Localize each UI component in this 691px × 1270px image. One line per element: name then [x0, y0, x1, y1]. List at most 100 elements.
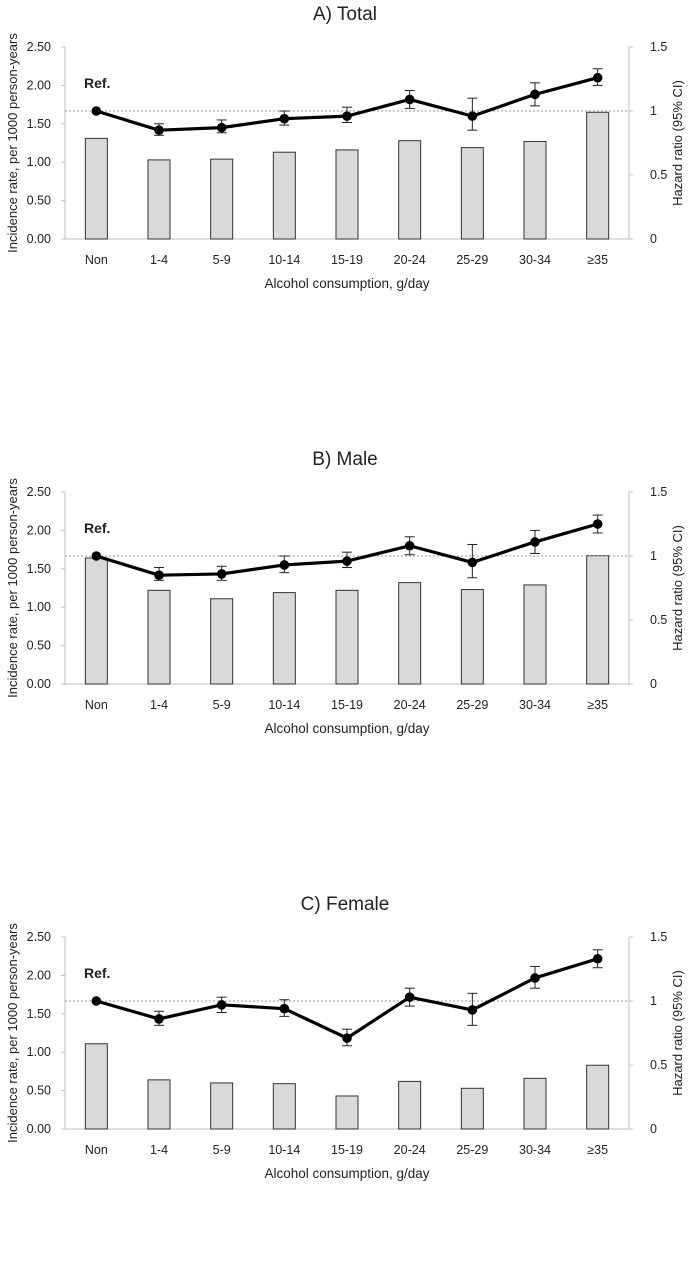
- hr-point-20-24: [404, 94, 415, 105]
- hr-point-10-14: [279, 113, 290, 124]
- hazard-ratio-line: [95, 957, 599, 1040]
- hr-point-≥35: [592, 519, 603, 529]
- hr-point-Non: [91, 551, 102, 561]
- bar-Non: [84, 137, 108, 240]
- bar-Non: [84, 557, 108, 685]
- bar-20-24: [398, 582, 422, 685]
- x-tick-label: 15-19: [331, 253, 363, 267]
- hr-point-≥35: [592, 72, 603, 83]
- y2-tick-label: 1.5: [650, 40, 667, 54]
- x-tick-label: 30-34: [519, 1143, 551, 1157]
- hr-point-30-34: [530, 537, 540, 547]
- hr-point-10-14: [279, 560, 290, 570]
- x-tick-label: ≥35: [587, 253, 608, 267]
- y-tick-label: 2.00: [27, 523, 51, 537]
- bar-15-19: [335, 1095, 359, 1130]
- bar-30-34: [523, 140, 547, 240]
- x-tick-label: ≥35: [587, 698, 608, 712]
- y2-axis-label: Hazard ratio (95% CI): [670, 970, 685, 1096]
- bar-30-34: [523, 1077, 547, 1130]
- y2-tick-label: 1.5: [650, 930, 667, 944]
- x-tick-label: Non: [85, 1143, 108, 1157]
- x-tick-label: 20-24: [394, 698, 426, 712]
- hr-point-20-24: [404, 992, 415, 1002]
- bar-30-34: [523, 584, 547, 685]
- y-tick-label: 0.50: [27, 639, 51, 653]
- x-tick-label: 25-29: [456, 698, 488, 712]
- panel-male: B) Male Incidence rate, per 1000 person-…: [5, 449, 685, 736]
- bar-20-24: [398, 1080, 422, 1130]
- bar-Non: [84, 1043, 108, 1130]
- y2-tick-label: 0: [650, 1122, 657, 1136]
- bar-15-19: [335, 589, 359, 685]
- y2-axis-label: Hazard ratio (95% CI): [670, 80, 685, 206]
- bar-1-4: [147, 159, 171, 240]
- x-tick-label: ≥35: [587, 1143, 608, 1157]
- bar-5-9: [210, 598, 234, 685]
- hr-point-15-19: [342, 111, 352, 121]
- hr-point-25-29: [467, 557, 478, 568]
- y-tick-label: 2.00: [27, 78, 51, 92]
- bar-10-14: [272, 1083, 296, 1130]
- y-tick-label: 0.00: [27, 1122, 51, 1136]
- x-tick-label: 5-9: [213, 698, 231, 712]
- y-tick-label: 0.00: [27, 232, 51, 246]
- hr-point-15-19: [342, 556, 352, 566]
- y-tick-label: 1.50: [27, 562, 51, 576]
- y-tick-label: 2.00: [27, 968, 51, 982]
- chart-title: C) Female: [301, 894, 390, 915]
- hr-point-30-34: [530, 973, 540, 983]
- x-tick-label: 30-34: [519, 698, 551, 712]
- y-tick-label: 1.00: [27, 155, 51, 169]
- hr-point-5-9: [216, 1000, 227, 1010]
- x-tick-label: 25-29: [456, 1143, 488, 1157]
- chart-title: B) Male: [312, 449, 377, 470]
- y2-tick-label: 0.5: [650, 613, 667, 627]
- y2-tick-label: 1: [650, 994, 657, 1008]
- bar-1-4: [147, 1079, 171, 1130]
- hr-point-1-4: [154, 570, 164, 580]
- ref-label: Ref.: [84, 520, 110, 536]
- y-axis-label: Incidence rate, per 1000 person-years: [5, 478, 20, 698]
- hr-point-1-4: [154, 125, 164, 135]
- bar-≥35: [586, 555, 610, 685]
- x-tick-label: 5-9: [213, 253, 231, 267]
- bar-25-29: [460, 1087, 484, 1130]
- y-tick-label: 2.50: [27, 40, 51, 54]
- chart-title: A) Total: [313, 4, 377, 25]
- x-tick-label: Non: [85, 253, 108, 267]
- hr-point-5-9: [216, 569, 227, 579]
- hr-point-30-34: [530, 89, 540, 100]
- bar-25-29: [460, 147, 484, 240]
- bar-10-14: [272, 151, 296, 240]
- y-tick-label: 1.50: [27, 1007, 51, 1021]
- hr-point-5-9: [216, 122, 227, 133]
- x-tick-label: 20-24: [394, 253, 426, 267]
- x-axis-label: Alcohol consumption, g/day: [264, 1166, 429, 1181]
- x-tick-label: 1-4: [150, 253, 168, 267]
- x-tick-label: 15-19: [331, 1143, 363, 1157]
- hr-point-10-14: [279, 1003, 290, 1014]
- y-tick-label: 2.50: [27, 485, 51, 499]
- bar-20-24: [398, 140, 422, 240]
- hr-point-≥35: [592, 953, 603, 964]
- x-tick-label: 15-19: [331, 698, 363, 712]
- panel-female: C) Female Incidence rate, per 1000 perso…: [5, 894, 685, 1181]
- y-tick-label: 1.50: [27, 117, 51, 131]
- y-axis-label: Incidence rate, per 1000 person-years: [5, 33, 20, 253]
- bar-≥35: [586, 1064, 610, 1130]
- x-axis-label: Alcohol consumption, g/day: [264, 721, 429, 736]
- x-tick-label: 1-4: [150, 1143, 168, 1157]
- y2-tick-label: 1: [650, 549, 657, 563]
- hr-point-Non: [91, 996, 102, 1006]
- bar-15-19: [335, 149, 359, 240]
- x-tick-label: 20-24: [394, 1143, 426, 1157]
- x-tick-label: 25-29: [456, 253, 488, 267]
- bar-5-9: [210, 158, 234, 240]
- bar-10-14: [272, 592, 296, 685]
- hr-point-25-29: [467, 1005, 478, 1015]
- bar-25-29: [460, 589, 484, 685]
- y-tick-label: 2.50: [27, 930, 51, 944]
- y-tick-label: 1.00: [27, 1045, 51, 1059]
